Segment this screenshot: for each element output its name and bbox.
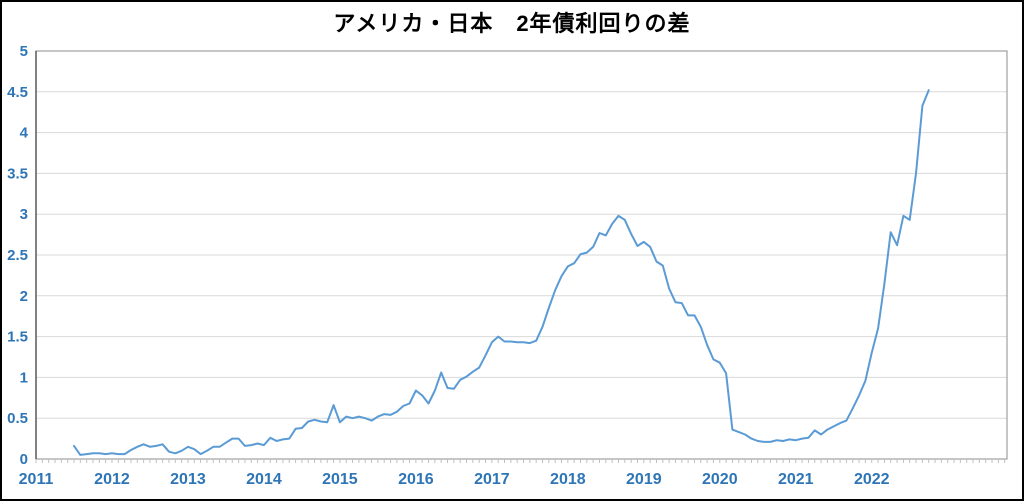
y-tick-label: 1 [20,369,28,386]
y-tick-label: 5 [20,43,28,60]
x-tick-label: 2016 [398,471,434,488]
x-tick-label: 2021 [778,471,814,488]
y-tick-label: 0 [20,451,28,468]
y-tick-label: 3.5 [7,165,28,182]
y-tick-label: 2.5 [7,247,28,264]
x-tick-label: 2011 [19,471,54,488]
x-tick-label: 2013 [170,471,206,488]
y-tick-label: 0.5 [7,410,28,427]
x-tick-label: 2019 [626,471,662,488]
x-tick-label: 2020 [702,471,738,488]
x-tick-label: 2012 [94,471,130,488]
y-tick-label: 4 [20,125,29,142]
x-tick-label: 2018 [550,471,586,488]
y-tick-label: 3 [20,206,28,223]
x-tick-label: 2017 [474,471,510,488]
series-line [73,89,930,456]
x-tick-label: 2022 [854,471,890,488]
y-tick-label: 2 [20,288,28,305]
x-tick-label: 2015 [322,471,358,488]
x-tick-label: 2014 [246,471,282,488]
chart-title: アメリカ・日本 2年債利回りの差 [333,11,691,36]
y-tick-label: 1.5 [7,329,28,346]
y-tick-label: 4.5 [7,84,28,101]
